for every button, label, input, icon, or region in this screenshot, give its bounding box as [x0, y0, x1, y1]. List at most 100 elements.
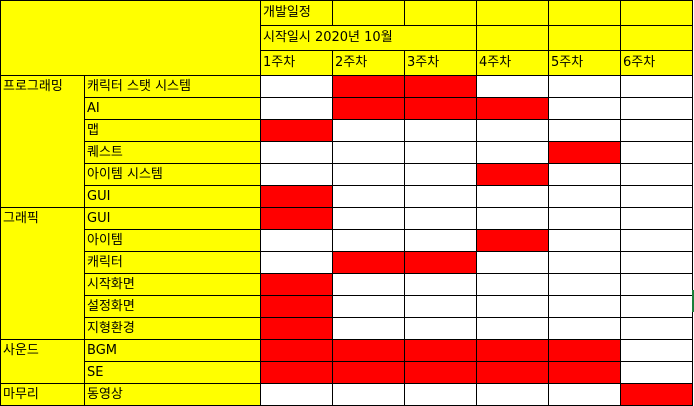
empty-week-cell[interactable]	[476, 383, 549, 406]
empty-week-cell[interactable]	[332, 273, 405, 296]
empty-week-cell[interactable]	[260, 383, 333, 406]
scheduled-week-cell[interactable]	[260, 317, 333, 340]
header-blank-cell[interactable]	[332, 0, 405, 26]
task-cell[interactable]: 지형환경	[84, 317, 261, 340]
scheduled-week-cell[interactable]	[404, 251, 477, 274]
empty-week-cell[interactable]	[620, 339, 693, 362]
header-blank-cell[interactable]	[476, 25, 549, 51]
empty-week-cell[interactable]	[476, 207, 549, 230]
empty-week-cell[interactable]	[332, 185, 405, 208]
empty-week-cell[interactable]	[548, 295, 621, 318]
week-header-cell[interactable]: 5주차	[548, 50, 621, 76]
header-blank-cell[interactable]	[476, 0, 549, 26]
task-cell[interactable]: 캐릭터	[84, 251, 261, 274]
week-header-cell[interactable]: 3주차	[404, 50, 477, 76]
empty-week-cell[interactable]	[260, 97, 333, 120]
task-cell[interactable]: AI	[84, 97, 261, 120]
scheduled-week-cell[interactable]	[332, 97, 405, 120]
scheduled-week-cell[interactable]	[476, 339, 549, 362]
header-blank-cell[interactable]	[548, 25, 621, 51]
empty-week-cell[interactable]	[260, 163, 333, 186]
empty-week-cell[interactable]	[548, 383, 621, 406]
empty-week-cell[interactable]	[260, 141, 333, 164]
scheduled-week-cell[interactable]	[260, 295, 333, 318]
task-cell[interactable]: 설정화면	[84, 295, 261, 318]
scheduled-week-cell[interactable]	[476, 97, 549, 120]
empty-week-cell[interactable]	[404, 295, 477, 318]
empty-week-cell[interactable]	[476, 75, 549, 98]
empty-week-cell[interactable]	[620, 141, 693, 164]
empty-week-cell[interactable]	[548, 185, 621, 208]
empty-week-cell[interactable]	[476, 295, 549, 318]
empty-week-cell[interactable]	[476, 273, 549, 296]
empty-week-cell[interactable]	[548, 207, 621, 230]
empty-week-cell[interactable]	[332, 163, 405, 186]
empty-week-cell[interactable]	[620, 207, 693, 230]
empty-week-cell[interactable]	[476, 317, 549, 340]
task-cell[interactable]: 아이템 시스템	[84, 163, 261, 186]
header-blank-cell[interactable]	[620, 0, 693, 26]
week-header-cell[interactable]: 1주차	[260, 50, 333, 76]
week-header-cell[interactable]: 4주차	[476, 50, 549, 76]
empty-week-cell[interactable]	[404, 141, 477, 164]
empty-week-cell[interactable]	[620, 295, 693, 318]
empty-week-cell[interactable]	[620, 163, 693, 186]
scheduled-week-cell[interactable]	[332, 251, 405, 274]
scheduled-week-cell[interactable]	[332, 75, 405, 98]
empty-week-cell[interactable]	[548, 75, 621, 98]
empty-week-cell[interactable]	[620, 185, 693, 208]
empty-week-cell[interactable]	[260, 251, 333, 274]
empty-week-cell[interactable]	[548, 229, 621, 252]
empty-week-cell[interactable]	[332, 317, 405, 340]
empty-week-cell[interactable]	[620, 361, 693, 384]
empty-week-cell[interactable]	[332, 383, 405, 406]
task-cell[interactable]: 퀘스트	[84, 141, 261, 164]
start-date-cell[interactable]: 시작일시 2020년 10월	[260, 25, 477, 51]
header-blank-cell[interactable]	[620, 25, 693, 51]
scheduled-week-cell[interactable]	[332, 339, 405, 362]
empty-week-cell[interactable]	[476, 119, 549, 142]
empty-week-cell[interactable]	[404, 229, 477, 252]
scheduled-week-cell[interactable]	[260, 119, 333, 142]
empty-week-cell[interactable]	[332, 207, 405, 230]
week-header-cell[interactable]: 6주차	[620, 50, 693, 76]
empty-week-cell[interactable]	[332, 295, 405, 318]
task-cell[interactable]: 동영상	[84, 383, 261, 406]
scheduled-week-cell[interactable]	[620, 383, 693, 406]
empty-week-cell[interactable]	[620, 75, 693, 98]
header-corner-cell[interactable]	[0, 0, 261, 76]
scheduled-week-cell[interactable]	[476, 229, 549, 252]
empty-week-cell[interactable]	[404, 273, 477, 296]
scheduled-week-cell[interactable]	[404, 75, 477, 98]
scheduled-week-cell[interactable]	[548, 339, 621, 362]
scheduled-week-cell[interactable]	[260, 185, 333, 208]
empty-week-cell[interactable]	[548, 273, 621, 296]
task-cell[interactable]: 맵	[84, 119, 261, 142]
task-cell[interactable]: BGM	[84, 339, 261, 362]
empty-week-cell[interactable]	[548, 119, 621, 142]
empty-week-cell[interactable]	[548, 251, 621, 274]
scheduled-week-cell[interactable]	[404, 97, 477, 120]
empty-week-cell[interactable]	[404, 163, 477, 186]
empty-week-cell[interactable]	[404, 317, 477, 340]
task-cell[interactable]: GUI	[84, 185, 261, 208]
scheduled-week-cell[interactable]	[260, 361, 333, 384]
empty-week-cell[interactable]	[620, 229, 693, 252]
empty-week-cell[interactable]	[548, 163, 621, 186]
empty-week-cell[interactable]	[620, 273, 693, 296]
empty-week-cell[interactable]	[332, 119, 405, 142]
scheduled-week-cell[interactable]	[476, 361, 549, 384]
empty-week-cell[interactable]	[404, 119, 477, 142]
category-cell[interactable]: 프로그래밍	[0, 75, 85, 208]
header-blank-cell[interactable]	[404, 0, 477, 26]
scheduled-week-cell[interactable]	[260, 339, 333, 362]
empty-week-cell[interactable]	[332, 141, 405, 164]
scheduled-week-cell[interactable]	[548, 141, 621, 164]
category-cell[interactable]: 사운드	[0, 339, 85, 384]
empty-week-cell[interactable]	[476, 185, 549, 208]
empty-week-cell[interactable]	[260, 75, 333, 98]
empty-week-cell[interactable]	[332, 229, 405, 252]
scheduled-week-cell[interactable]	[332, 361, 405, 384]
header-blank-cell[interactable]	[548, 0, 621, 26]
week-header-cell[interactable]: 2주차	[332, 50, 405, 76]
